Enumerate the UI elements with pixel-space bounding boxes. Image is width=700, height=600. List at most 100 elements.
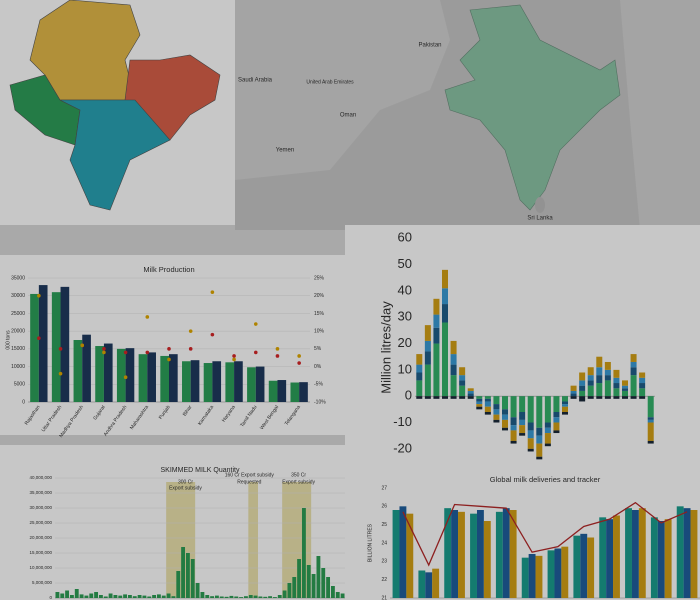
bar (664, 519, 672, 598)
dot (210, 332, 215, 337)
bar-segment (527, 422, 534, 431)
bar-segment (553, 422, 560, 431)
bar-segment (536, 456, 543, 460)
bar-segment (416, 372, 423, 381)
bar-segment (647, 440, 654, 444)
bar (625, 508, 632, 598)
bar-segment (484, 406, 491, 412)
bar (89, 593, 94, 598)
bar-segment (433, 343, 440, 397)
bar (51, 292, 61, 402)
bar-segment (630, 367, 637, 376)
bar-segment (570, 396, 577, 399)
bar-segment (613, 383, 620, 389)
bar-segment (544, 396, 551, 423)
bar (138, 354, 148, 402)
y-tick-label: 10000 (11, 364, 25, 370)
bar-segment (544, 427, 551, 434)
bar (234, 596, 239, 598)
bar-segment (467, 396, 474, 399)
bar (123, 594, 128, 598)
dot (232, 354, 236, 358)
bar-segment (570, 390, 577, 394)
bar-segment (527, 448, 534, 452)
y-axis-label: BILLION LITRES (367, 523, 373, 562)
bar (69, 595, 74, 598)
bar (301, 508, 306, 598)
bar-segment (510, 396, 517, 418)
bar-segment (442, 304, 448, 323)
bar (234, 361, 243, 402)
annotation: Export subsidy (282, 479, 315, 485)
bar-segment (484, 401, 491, 407)
bar-segment (596, 356, 603, 368)
annotation: 350 Cr (291, 472, 306, 478)
bar (650, 517, 658, 598)
bar-segment (639, 388, 646, 397)
bar (470, 513, 477, 598)
y-tick-label: 21 (381, 595, 387, 600)
bar (147, 596, 152, 598)
bar (239, 597, 244, 598)
bar (224, 596, 229, 598)
bar (103, 596, 108, 598)
y2-tick-label: 25% (314, 275, 325, 281)
bar (253, 595, 258, 598)
bar (210, 596, 215, 598)
y-tick-label: 20000 (11, 328, 25, 334)
y2-tick-label: 0% (314, 364, 322, 370)
bar-segment (510, 417, 517, 426)
bar (299, 382, 308, 402)
bar (483, 521, 491, 598)
annotation: 300 Cr (178, 479, 193, 485)
bar-segment (570, 385, 577, 391)
bar (161, 595, 166, 598)
bar (229, 595, 234, 598)
bar-segment (630, 396, 637, 399)
bar (84, 595, 89, 598)
bar (255, 366, 265, 402)
bar (65, 590, 70, 598)
bar-segment (596, 383, 603, 397)
bar (495, 511, 503, 598)
bar-segment (579, 372, 586, 381)
bar (297, 559, 302, 598)
bar-segment (484, 398, 491, 402)
y-tick-label: 26 (381, 504, 387, 510)
dot (297, 354, 301, 358)
highlight-period (166, 482, 196, 598)
bar (277, 380, 287, 402)
dot (37, 336, 41, 341)
bar (444, 508, 452, 598)
annotation: Requested (237, 479, 261, 485)
bar (190, 360, 200, 402)
bar-segment (416, 380, 423, 397)
bar-segment (630, 354, 637, 362)
y2-tick-label: -5% (314, 382, 323, 388)
y-axis-label: 000 tons (5, 330, 11, 350)
bar-segment (647, 422, 654, 441)
dot (297, 361, 301, 365)
dot (232, 357, 236, 362)
bar-segment (647, 417, 654, 420)
bar-segment (562, 401, 568, 405)
bar-segment (604, 396, 611, 399)
bar-segment (450, 340, 457, 355)
bar (142, 595, 147, 598)
dot (58, 347, 63, 351)
bar-segment (536, 427, 543, 436)
bar-segment (587, 396, 594, 399)
bar-segment (613, 369, 620, 378)
y-tick-label: 5000 (14, 382, 25, 388)
y-tick-label: 25,000,000 (29, 520, 52, 525)
bar (418, 570, 426, 598)
bar (147, 352, 156, 402)
bar (127, 595, 132, 598)
y-tick-label: 15,000,000 (29, 550, 52, 555)
map-label: Oman (340, 113, 356, 119)
dot (102, 347, 106, 351)
y-tick-label: 25 (381, 522, 387, 528)
chart-title: Milk Production (143, 265, 194, 274)
bar (425, 572, 433, 598)
